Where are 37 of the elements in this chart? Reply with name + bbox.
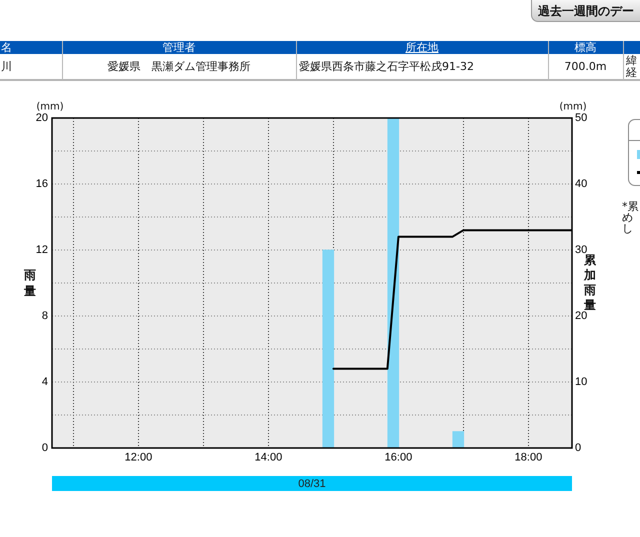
y2-tick-label: 10 [575, 376, 588, 388]
bar [387, 118, 400, 448]
text: 所在地 [404, 41, 440, 54]
x-axis-title: 08/31 [298, 478, 326, 490]
text: 愛媛県 黒瀬ダム管理事務所 [106, 60, 252, 74]
y-tick-label: 8 [42, 310, 48, 322]
text: 標高 [574, 41, 598, 54]
text: 川 [0, 60, 13, 74]
text: し [622, 222, 633, 235]
y-tick-label: 20 [36, 112, 48, 124]
text: 経 [626, 66, 637, 79]
y2-tick-label: 40 [575, 178, 588, 190]
text: (mm) [36, 102, 64, 112]
text: 緯 [626, 54, 637, 67]
x-tick-label: 12:00 [124, 452, 152, 464]
y-tick-label: 0 [42, 442, 48, 454]
y2-tick-label: 0 [575, 442, 582, 454]
x-tick-label: 14:00 [254, 452, 282, 464]
y2-tick-label: 50 [575, 112, 588, 124]
bar [322, 250, 334, 448]
text: 愛媛県西条市藤之石字平松戌91-32 [299, 60, 475, 74]
y2-tick-label: 20 [575, 310, 588, 322]
text: 名 [0, 41, 13, 54]
text: (mm) [559, 102, 587, 112]
x-tick-label: 16:00 [384, 452, 412, 464]
y-axis-title: 雨量 [24, 267, 36, 299]
y-tick-label: 4 [42, 376, 48, 388]
text: *累 [622, 200, 638, 213]
text: め [622, 211, 633, 224]
text: 管理者 [162, 41, 196, 54]
y-tick-label: 12 [36, 244, 48, 256]
text: 過去一週間のデー [538, 4, 634, 18]
y2-axis-title: 累加雨量 [584, 253, 596, 312]
x-tick-label: 18:00 [514, 452, 542, 464]
bar [452, 431, 464, 448]
text: 700.0m [563, 60, 608, 74]
y-tick-label: 16 [36, 178, 48, 190]
